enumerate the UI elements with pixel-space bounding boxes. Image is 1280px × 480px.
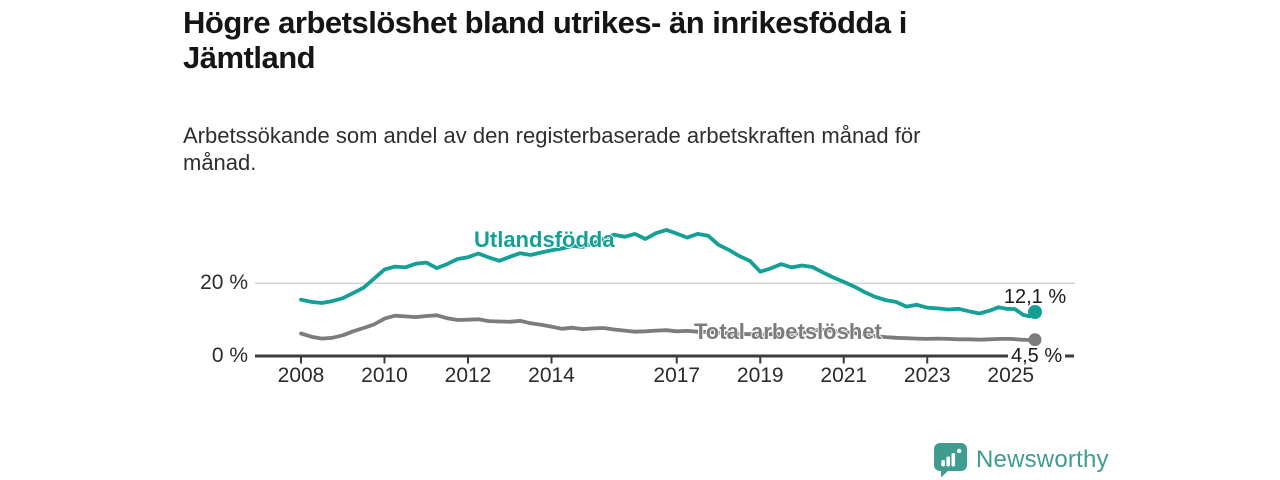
y-axis-label-0: 0 % <box>211 344 248 367</box>
series-label-utlandsfodda: Utlandsfödda <box>474 227 615 252</box>
series-line-total-arbetsloshet <box>299 313 1037 342</box>
newsworthy-logo[interactable]: Newsworthy <box>934 443 1109 478</box>
end-value-label-total-arbetsloshet: 4,5 % <box>1008 346 1066 366</box>
page-subtitle: Arbetssökande som andel av den registerb… <box>183 123 921 175</box>
x-axis-tick-label: 2008 <box>277 364 325 387</box>
end-value-label-utlandsfodda: 12,1 % <box>1003 286 1067 308</box>
series-endpoint-total-arbetsloshet <box>1028 333 1042 347</box>
x-axis-tick-label: 2010 <box>361 364 408 387</box>
x-axis-tick-label: 2017 <box>653 364 701 387</box>
x-axis-labels: 2008 2010 2012 2014 2017 2019 2021 2023 2025 <box>0 364 1280 392</box>
x-axis-tick-label: 2012 <box>444 364 492 387</box>
x-axis-tick-label: 2023 <box>903 364 951 387</box>
x-axis-tick-label: 2021 <box>820 364 868 387</box>
newsworthy-logo-icon <box>934 443 967 478</box>
x-axis-tick-label: 2025 <box>987 364 1035 387</box>
x-axis-tick-label: 2014 <box>528 364 575 387</box>
newsworthy-logo-text: Newsworthy <box>976 446 1109 473</box>
series-line-utlandsfodda <box>299 227 1037 319</box>
y-axis-label-20: 20 % <box>200 271 248 294</box>
x-axis-tick-label: 2019 <box>736 364 784 387</box>
series-label-total-arbetsloshet: Total arbetslöshet <box>694 319 882 344</box>
series-endpoint-utlandsfodda <box>1028 305 1042 319</box>
page-title: Högre arbetslöshet bland utrikes- än inr… <box>183 5 907 75</box>
